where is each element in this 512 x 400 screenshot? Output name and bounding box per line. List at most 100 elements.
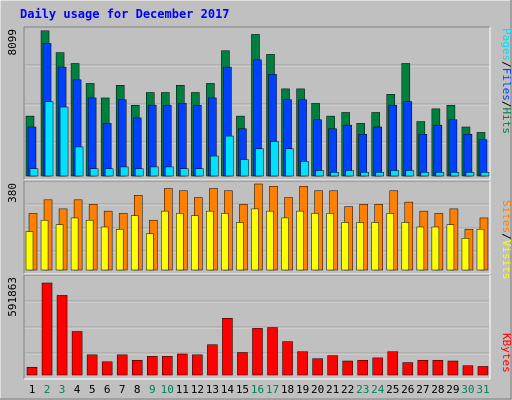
day-label: 19 xyxy=(296,383,309,396)
visits-bar xyxy=(206,210,214,271)
files-bar xyxy=(403,101,413,177)
visits-legend-part: Visits xyxy=(500,240,512,280)
day-label: 31 xyxy=(476,383,489,396)
kbytes-bar xyxy=(207,344,218,376)
pages-bar xyxy=(285,148,294,177)
pages-bar xyxy=(330,172,339,177)
day-label: 17 xyxy=(266,383,279,396)
day-label: 14 xyxy=(221,383,235,396)
day-label: 27 xyxy=(416,383,429,396)
kbytes-bar xyxy=(131,359,143,376)
visits-bar xyxy=(251,208,259,271)
pages-bar xyxy=(89,168,99,177)
day-label: 8 xyxy=(134,383,141,396)
kbytes-bar xyxy=(222,318,233,376)
pages-bar xyxy=(345,170,354,177)
pages-bar xyxy=(315,170,324,177)
day-label: 11 xyxy=(176,383,189,396)
kbytes-bar xyxy=(26,366,38,376)
kbytes-bar xyxy=(237,352,248,376)
kbytes-bar xyxy=(116,354,128,376)
day-label: 21 xyxy=(326,383,339,396)
hits-legend-part: Hits xyxy=(500,108,512,135)
day-label: 15 xyxy=(236,383,249,396)
visits-bar xyxy=(266,210,274,271)
visits-legend: Sites/Visits xyxy=(500,200,512,280)
visits-bar xyxy=(70,217,79,271)
pages-bar xyxy=(104,168,114,177)
visits-bar xyxy=(161,210,169,271)
visits-bar xyxy=(431,226,440,271)
hits-legend-part: Files xyxy=(500,68,512,101)
visits-bar xyxy=(281,217,289,271)
kbytes-bar xyxy=(372,357,383,376)
visits-bar xyxy=(191,215,199,271)
kbytes-legend-part: KBytes xyxy=(500,333,512,373)
day-label: 3 xyxy=(59,383,66,396)
files-bar xyxy=(132,117,142,177)
kbytes-bar xyxy=(147,356,158,376)
pages-bar xyxy=(59,106,69,177)
day-label: 4 xyxy=(74,383,81,396)
files-bar xyxy=(102,123,112,177)
pages-bar xyxy=(450,172,460,177)
pages-bar xyxy=(225,135,234,177)
pages-bar xyxy=(405,170,415,177)
visits-bar xyxy=(326,213,334,271)
pages-bar xyxy=(134,168,144,177)
day-label: 9 xyxy=(149,383,156,396)
hits-legend: Pages/Files/Hits xyxy=(500,28,512,134)
day-label: 6 xyxy=(104,383,111,396)
kbytes-bar xyxy=(86,354,98,376)
files-bar xyxy=(373,126,382,177)
day-label: 29 xyxy=(446,383,459,396)
kbytes-bar xyxy=(447,360,459,376)
pages-bar xyxy=(150,166,159,177)
pages-bar xyxy=(44,101,54,177)
files-bar xyxy=(418,134,428,177)
day-label: 26 xyxy=(401,383,414,396)
kbytes-bar xyxy=(267,327,278,376)
visits-bar xyxy=(146,233,154,271)
files-bar xyxy=(148,104,157,177)
chart-title: Daily usage for December 2017 xyxy=(20,7,230,21)
files-bar xyxy=(193,104,202,177)
hits-ymax-label: 8099 xyxy=(6,29,19,56)
pages-bar xyxy=(360,172,369,177)
visits-bar xyxy=(446,224,455,271)
files-bar xyxy=(178,103,187,177)
pages-bar xyxy=(210,155,219,177)
files-bar xyxy=(87,97,97,177)
kbytes-bar xyxy=(177,353,188,376)
kbytes-bar xyxy=(56,295,68,376)
pages-bar xyxy=(165,166,174,177)
visits-bar xyxy=(296,210,304,271)
kbytes-bar xyxy=(417,359,429,376)
files-bar xyxy=(478,139,488,177)
visits-bar xyxy=(341,222,349,271)
kbytes-bar xyxy=(477,366,489,376)
visits-bar xyxy=(85,219,94,271)
kbytes-bar xyxy=(41,282,53,376)
day-label: 16 xyxy=(251,383,264,396)
kbytes-bar xyxy=(252,328,263,376)
day-label: 30 xyxy=(461,383,474,396)
kbytes-legend: KBytes xyxy=(500,333,512,373)
day-label: 24 xyxy=(371,383,385,396)
visits-bar xyxy=(356,222,364,271)
day-label: 18 xyxy=(281,383,294,396)
day-label: 2 xyxy=(44,383,51,396)
day-label: 12 xyxy=(191,383,204,396)
files-bar xyxy=(358,134,367,177)
pages-bar xyxy=(29,168,39,177)
visits-bar xyxy=(401,222,410,271)
pages-bar xyxy=(465,172,475,177)
hits-legend-part: / xyxy=(500,101,512,108)
files-bar xyxy=(463,134,473,177)
visits-bar xyxy=(55,224,64,271)
visits-bar xyxy=(386,213,395,271)
kbytes-bar xyxy=(402,362,414,376)
pages-bar xyxy=(270,141,279,177)
kbytes-bar xyxy=(387,351,399,376)
files-bar xyxy=(448,119,458,177)
